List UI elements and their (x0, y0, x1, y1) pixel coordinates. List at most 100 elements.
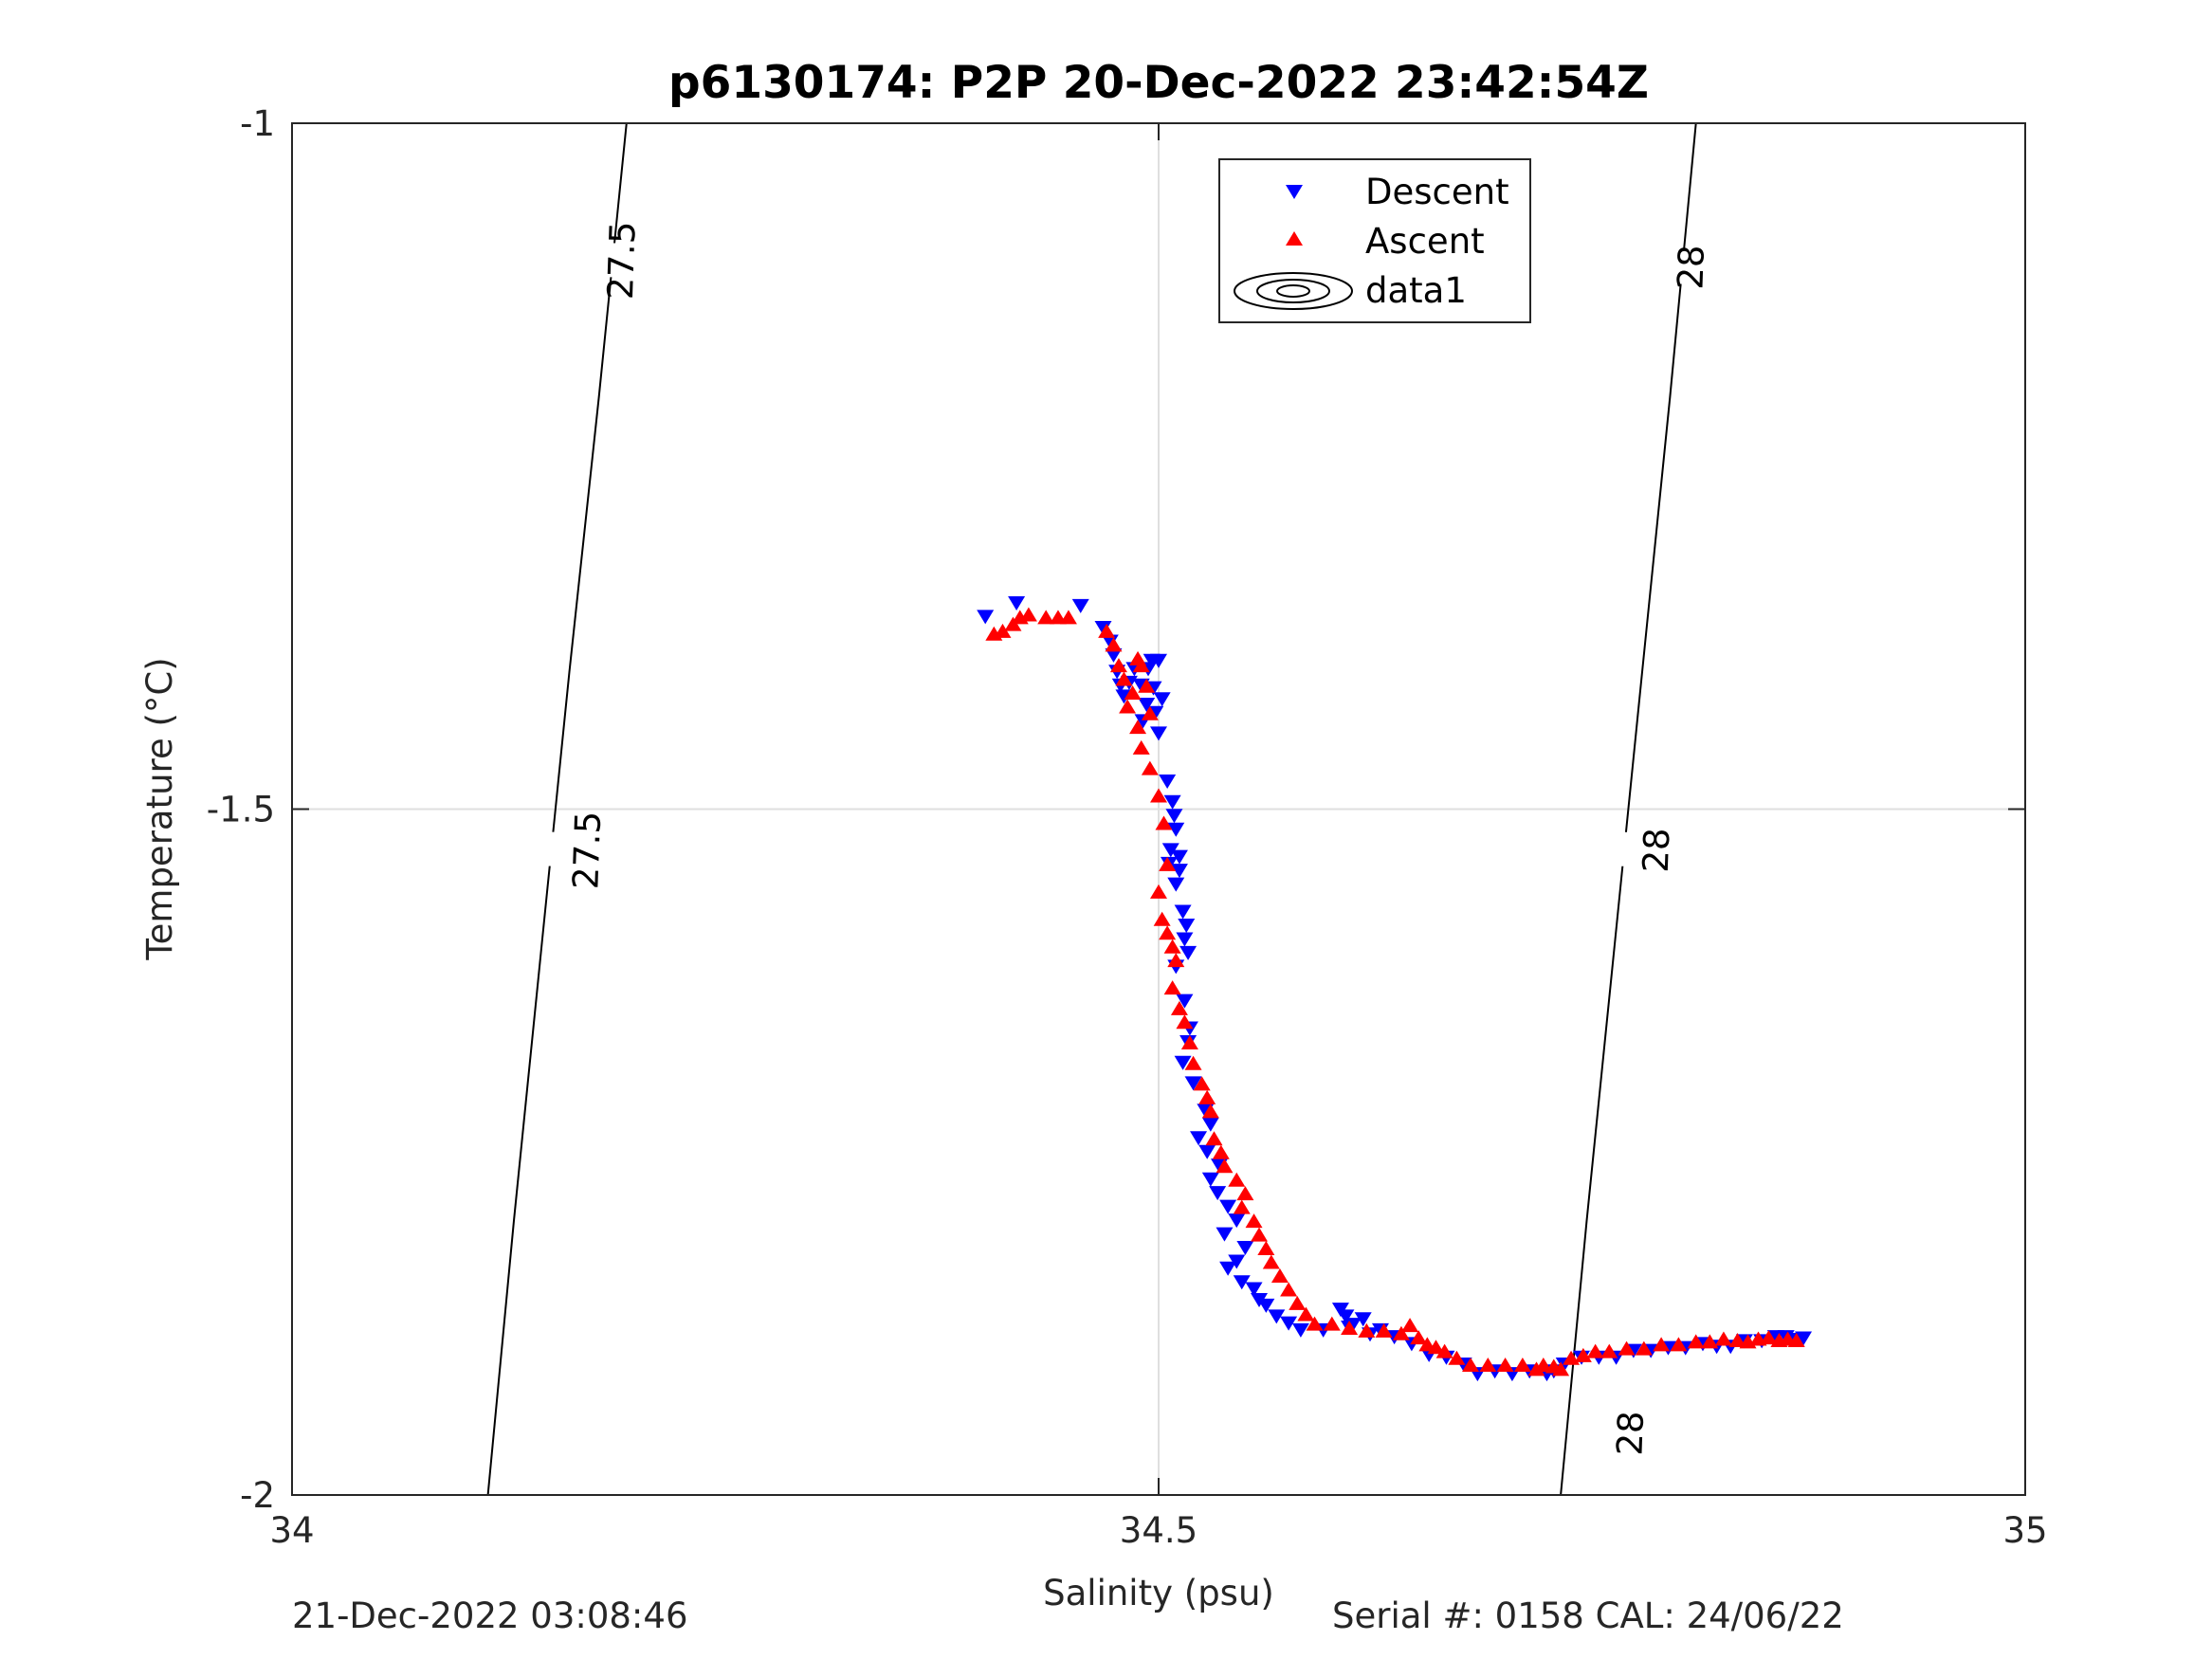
ascent-point (1205, 1131, 1223, 1146)
ascent-point (1586, 1343, 1604, 1358)
ascent-point (1236, 1186, 1254, 1201)
ascent-point (1401, 1318, 1419, 1333)
ascent-point (1534, 1358, 1552, 1373)
ascent-point (1323, 1316, 1341, 1331)
ascent-point (1176, 1014, 1194, 1030)
descent-point (1170, 864, 1188, 879)
ascent-point (1435, 1343, 1453, 1358)
ascent-point (1098, 623, 1116, 638)
ascent-point (1198, 1089, 1216, 1104)
ascent-point (1513, 1358, 1531, 1373)
ascent-point (1170, 1000, 1188, 1015)
descent-point (1190, 1131, 1208, 1146)
descent-point (1174, 904, 1192, 920)
ascent-point (1262, 1254, 1280, 1269)
ascent-point (1600, 1343, 1618, 1358)
ascent-point (1341, 1320, 1359, 1335)
descent-point (1344, 1318, 1362, 1333)
ascent-point (1216, 1158, 1234, 1174)
legend-box (1218, 158, 1531, 323)
contour-label-gap (561, 241, 681, 280)
descent-point (1233, 1275, 1251, 1290)
ascent-point (1410, 1330, 1428, 1345)
ascent-point (1448, 1350, 1466, 1365)
legend-descent-label: Descent (1365, 172, 1509, 212)
legend-data1-label: data1 (1365, 270, 1467, 311)
axis-ticks (291, 122, 2026, 1496)
ascent-point (1124, 685, 1142, 701)
ascent-point (1141, 705, 1159, 720)
legend-ascent-label: Ascent (1365, 221, 1485, 262)
ascent-point (1228, 1172, 1246, 1187)
ascent-point (1496, 1358, 1514, 1373)
contour-label: 28 (1609, 1411, 1652, 1457)
descent-point (1219, 1261, 1237, 1276)
ascent-point (1167, 953, 1185, 968)
ascent-point (1115, 671, 1133, 686)
ascent-point (1180, 1034, 1198, 1049)
descent-point (1105, 647, 1123, 663)
y-tick-label: -2 (240, 1475, 275, 1516)
descent-point (1101, 634, 1119, 649)
descent-point (1163, 794, 1181, 810)
ascent-point (1212, 1144, 1230, 1159)
contour-label-gap (1619, 831, 1693, 869)
descent-point (1150, 726, 1167, 741)
ascent-point (1119, 699, 1137, 714)
ascent-point (1306, 1316, 1324, 1331)
density-contour-labels: 27.5 27.5 28 28 28 (527, 221, 1728, 1456)
ascent-series (985, 607, 1805, 1376)
ascent-point (1163, 980, 1181, 995)
descent-point (1216, 1227, 1234, 1242)
ascent-point (1257, 1241, 1275, 1256)
descent-point (1170, 849, 1188, 865)
descent-point (1165, 809, 1183, 824)
ascent-point (1427, 1340, 1445, 1355)
ascent-point (1375, 1322, 1393, 1338)
ascent-point (1201, 1103, 1219, 1119)
x-tick-label: 35 (2002, 1510, 2047, 1551)
x-axis-label: Salinity (psu) (1043, 1573, 1274, 1613)
descent-point (1178, 918, 1196, 933)
y-tick-label: -1.5 (207, 790, 275, 830)
contour-label-gap (1593, 1414, 1667, 1452)
descent-point (1354, 1312, 1372, 1327)
contour-line-27-5 (486, 122, 628, 1496)
ascent-point (1289, 1295, 1307, 1310)
descent-point (1138, 698, 1156, 713)
descent-point (1268, 1309, 1286, 1324)
ascent-point (1019, 607, 1037, 622)
contour-label: 28 (1636, 828, 1678, 874)
grid-lines (292, 123, 2025, 1495)
ascent-point (1153, 911, 1171, 926)
contour-line-28 (1560, 122, 1697, 1496)
ascent-point (1138, 678, 1156, 693)
ascent-point (1687, 1334, 1705, 1349)
descent-point (1257, 1298, 1275, 1313)
y-tick-labels: -2 -1.5 -1 (207, 103, 275, 1516)
ascent-point (1618, 1340, 1636, 1356)
ascent-point (1105, 637, 1123, 652)
ascent-point (1193, 1076, 1211, 1091)
ascent-point (1670, 1337, 1688, 1352)
ascent-point (1109, 658, 1127, 673)
descent-point (1201, 1172, 1219, 1187)
ascent-point (1552, 1361, 1570, 1376)
ascent-point (1787, 1332, 1805, 1347)
ascent-point (1129, 720, 1147, 735)
density-contours (486, 122, 1697, 1496)
legend-ascent-marker (1286, 231, 1303, 246)
ascent-point (1701, 1334, 1719, 1349)
legend: Descent Ascent data1 (1218, 158, 1531, 323)
contour-label-gap (1654, 248, 1728, 286)
descent-point (1236, 1241, 1254, 1256)
ascent-point (1132, 739, 1150, 755)
descent-point (1176, 932, 1194, 947)
ascent-point (1150, 884, 1167, 899)
ascent-point (1714, 1331, 1732, 1346)
footer-timestamp: 21-Dec-2022 03:08:46 (292, 1595, 688, 1636)
contour-label: 28 (1670, 245, 1712, 291)
descent-point (1198, 1144, 1216, 1159)
descent-point (1179, 945, 1197, 960)
